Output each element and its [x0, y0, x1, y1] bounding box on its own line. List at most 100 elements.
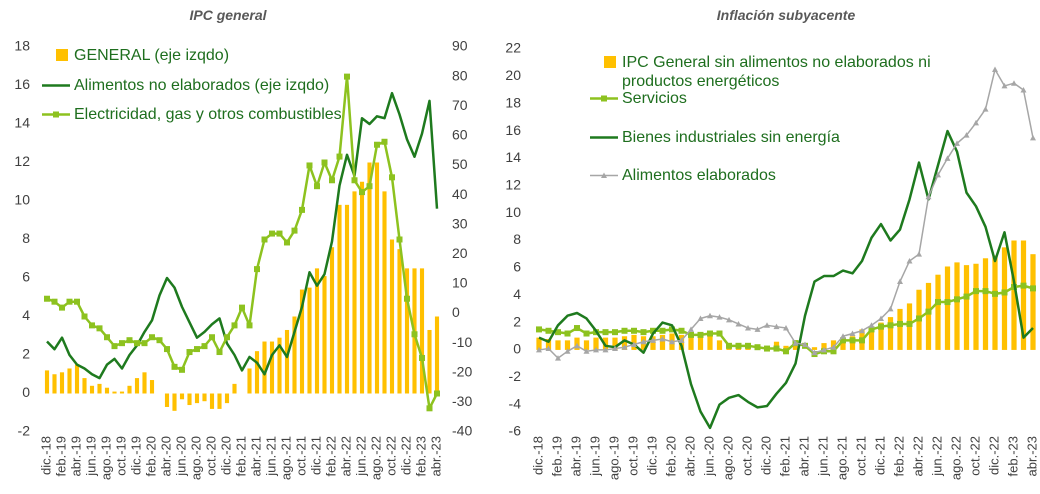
marker	[396, 236, 403, 243]
series-bar	[44, 162, 440, 411]
x-tick-label: jun.-20	[701, 436, 716, 477]
marker	[621, 344, 628, 350]
marker	[688, 331, 694, 338]
bar	[337, 204, 342, 394]
bar	[612, 337, 618, 350]
bar	[262, 341, 267, 394]
bar	[59, 372, 65, 394]
marker	[254, 266, 260, 273]
marker	[314, 183, 320, 190]
bar	[314, 268, 320, 394]
x-tick-label: ago.-20	[720, 436, 735, 480]
y2-tick-label: -30	[452, 393, 472, 409]
x-tick-label: jun.-19	[83, 436, 98, 477]
legend-swatch	[604, 56, 616, 68]
marker	[164, 346, 170, 353]
marker	[954, 140, 960, 146]
legend-label: Electricidad, gas y otros combustibles	[74, 106, 342, 123]
marker	[935, 171, 941, 178]
marker	[336, 153, 343, 160]
series-line	[536, 282, 1036, 358]
swatch	[604, 56, 616, 68]
bar	[164, 393, 170, 407]
marker	[359, 189, 365, 196]
swatch-marker	[53, 111, 59, 118]
y-tick-label: 14	[505, 149, 521, 165]
series-line	[44, 73, 440, 412]
bar	[299, 289, 305, 394]
marker	[640, 329, 647, 336]
x-tick-label: dic.-21	[308, 436, 323, 475]
marker	[716, 314, 723, 320]
bar	[621, 336, 628, 350]
legend-item: Electricidad, gas y otros combustibles	[42, 105, 432, 124]
x-tick-label: ago.-22	[368, 436, 383, 480]
bar	[897, 308, 903, 350]
marker	[963, 132, 970, 138]
marker	[374, 141, 380, 148]
x-tick-label: ago.-22	[948, 436, 963, 480]
swatch-marker	[601, 95, 607, 102]
bar	[887, 317, 894, 350]
marker	[1020, 87, 1027, 93]
marker	[583, 330, 590, 337]
marker	[916, 315, 922, 322]
bar	[564, 340, 571, 350]
x-tick-label: abr.-23	[428, 436, 443, 476]
marker	[859, 327, 865, 334]
bar	[1030, 254, 1036, 350]
y-tick-label: -2	[18, 423, 31, 439]
marker	[602, 346, 609, 353]
marker	[583, 348, 590, 354]
x-tick-label: feb.-21	[233, 436, 248, 476]
x-tick-label: abr.-22	[338, 436, 353, 476]
bar	[878, 322, 884, 350]
x-tick-label: feb.-22	[323, 436, 338, 476]
marker	[792, 340, 799, 346]
y2-tick-label: 30	[452, 215, 468, 231]
marker	[982, 288, 989, 295]
bar	[224, 393, 230, 404]
legend-swatch	[56, 49, 68, 61]
legend-swatch	[590, 95, 618, 102]
y2-tick-label: 80	[452, 67, 468, 83]
marker	[925, 193, 932, 200]
marker	[51, 298, 58, 305]
marker	[111, 343, 118, 350]
x-tick-label: ago.-21	[278, 436, 293, 480]
bar	[935, 274, 941, 350]
x-tick-label: abr.-20	[158, 436, 173, 476]
marker	[381, 138, 388, 145]
marker	[992, 290, 998, 297]
bar	[67, 368, 72, 394]
bar	[97, 383, 102, 394]
x-tick-label: ago.-20	[188, 436, 203, 480]
marker	[411, 331, 418, 338]
legend-swatch	[42, 84, 70, 87]
bar	[434, 316, 440, 394]
x-tick-label: oct.-21	[293, 436, 308, 476]
bar	[868, 328, 875, 350]
bar	[209, 393, 215, 409]
bar	[821, 343, 827, 350]
marker	[650, 327, 656, 334]
marker	[868, 322, 875, 328]
x-tick-label: jun.-22	[929, 436, 944, 477]
bar	[992, 255, 998, 350]
marker	[89, 322, 95, 329]
legend-swatch	[590, 136, 618, 139]
marker	[536, 346, 542, 353]
marker	[261, 236, 268, 243]
legend-label: Bienes industriales sin energía	[622, 129, 840, 146]
marker	[276, 230, 283, 237]
marker	[840, 333, 846, 339]
marker	[887, 305, 894, 312]
x-tick-label: jun.-19	[587, 436, 602, 477]
bar	[419, 268, 425, 394]
y-tick-label: 10	[505, 204, 521, 220]
y-tick-label: 6	[513, 259, 521, 275]
legend-label: Servicios	[622, 90, 687, 107]
x-tick-label: abr.-20	[682, 436, 697, 476]
legend-item: Servicios	[590, 89, 960, 108]
